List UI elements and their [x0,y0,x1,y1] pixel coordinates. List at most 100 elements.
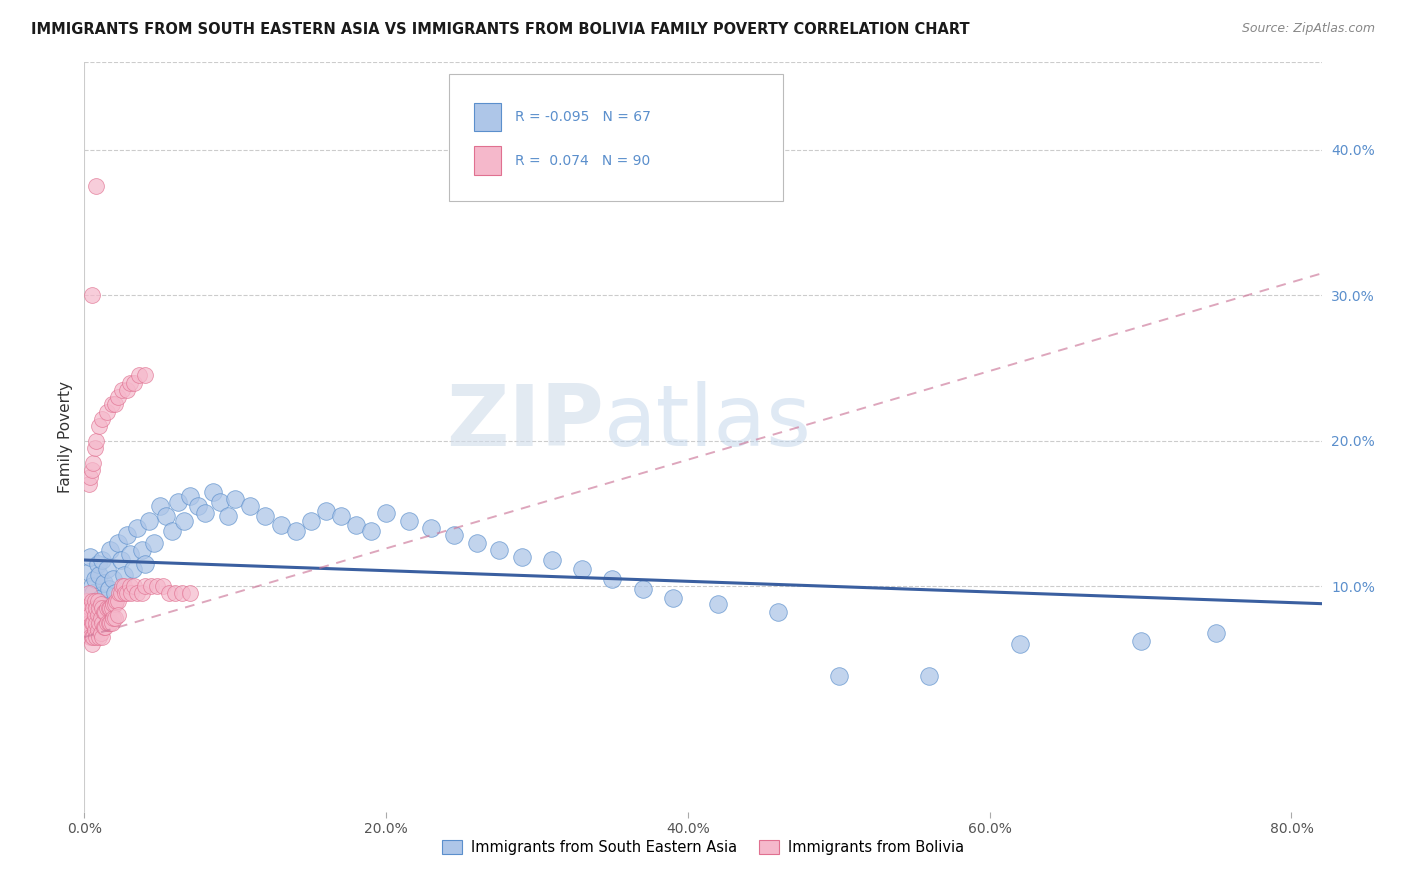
Point [112,567,135,582]
Point [87,608,110,623]
Point [80,615,103,630]
Text: ZIP: ZIP [446,381,605,464]
Point [138,514,160,528]
Point [224,491,246,506]
Point [98,601,121,615]
Point [90,625,112,640]
Point [107,593,129,607]
Point [91,630,114,644]
Point [631,582,654,596]
Point [128,368,150,383]
Point [114,586,136,600]
Point [152,579,174,593]
Point [110,553,132,567]
Point [201,484,224,499]
FancyBboxPatch shape [450,74,783,201]
Text: IMMIGRANTS FROM SOUTH EASTERN ASIA VS IMMIGRANTS FROM BOLIVIA FAMILY POVERTY COR: IMMIGRANTS FROM SOUTH EASTERN ASIA VS IM… [31,22,970,37]
Point [77,477,100,491]
Point [270,518,292,533]
Point [76,608,98,623]
Point [103,586,125,600]
Point [167,495,190,509]
Point [127,586,149,600]
Text: atlas: atlas [605,381,813,464]
Point [510,550,533,565]
Point [77,615,100,630]
Point [115,383,138,397]
Point [101,572,124,586]
Point [103,597,125,611]
Point [160,524,183,538]
Point [115,528,138,542]
Point [217,509,239,524]
Point [118,547,141,561]
Point [96,615,118,630]
Point [82,456,104,470]
Point [93,606,115,620]
Point [96,562,118,576]
Point [79,601,101,615]
Point [179,586,201,600]
Point [465,535,488,549]
Text: Source: ZipAtlas.com: Source: ZipAtlas.com [1241,22,1375,36]
Point [77,565,100,579]
Point [398,514,420,528]
Point [75,601,97,615]
Point [94,620,117,634]
Point [299,514,322,528]
Point [76,593,98,607]
Point [146,579,169,593]
Point [80,288,103,302]
Point [131,542,153,557]
Text: R =  0.074   N = 90: R = 0.074 N = 90 [515,153,650,168]
Point [79,550,101,565]
Point [97,615,120,630]
Point [90,611,112,625]
Point [420,521,443,535]
Point [86,601,108,615]
Point [118,579,141,593]
Point [86,179,108,194]
Point [157,586,180,600]
Point [89,630,111,644]
Y-axis label: Family Poverty: Family Poverty [58,381,73,493]
Point [80,637,103,651]
Point [89,601,111,615]
Point [122,579,145,593]
Point [254,509,277,524]
Point [96,404,118,418]
Point [1205,625,1227,640]
Point [90,591,112,605]
Point [93,576,115,591]
Point [87,623,110,637]
Text: R = -0.095   N = 67: R = -0.095 N = 67 [515,110,651,124]
Point [122,376,145,390]
Point [602,572,624,586]
Point [121,562,143,576]
Point [149,499,172,513]
Point [768,606,790,620]
Point [82,615,104,630]
Point [84,593,107,607]
Point [107,608,129,623]
Point [100,601,122,615]
Point [111,383,134,397]
Point [155,509,177,524]
Point [103,611,125,625]
Point [107,390,129,404]
Point [84,608,107,623]
Point [89,615,111,630]
Point [375,507,398,521]
Point [828,669,851,683]
Point [93,620,115,634]
Point [1129,634,1152,648]
Point [91,601,114,615]
Point [77,623,100,637]
Point [77,586,100,600]
Point [662,591,685,605]
Point [131,586,153,600]
Point [541,553,564,567]
Point [87,593,110,607]
Point [84,623,107,637]
Legend: Immigrants from South Eastern Asia, Immigrants from Bolivia: Immigrants from South Eastern Asia, Immi… [436,834,970,861]
